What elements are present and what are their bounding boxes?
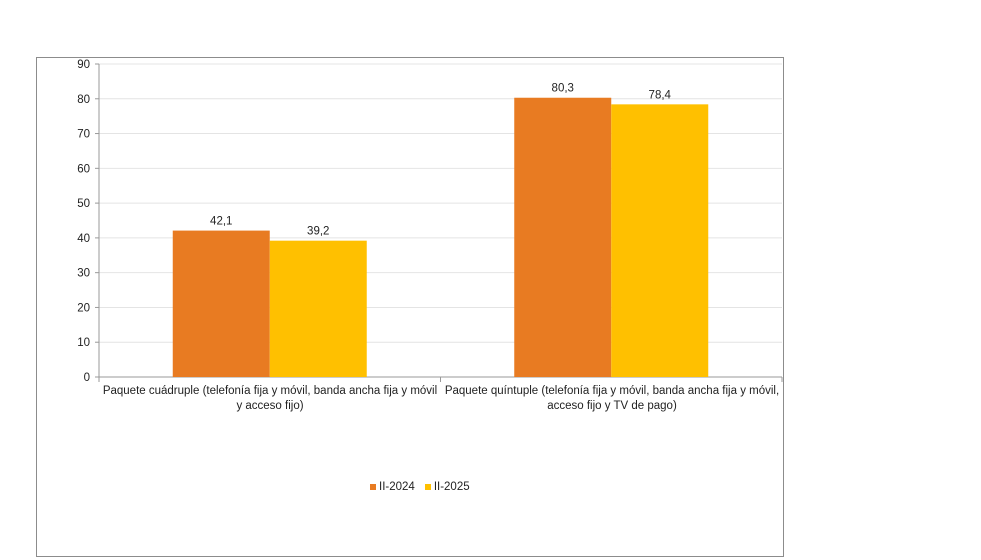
y-tick-label: 70 (77, 129, 90, 141)
data-label: 78,4 (649, 89, 672, 101)
category-label-1: Paquete quíntuple (telefonía fija y móvi… (444, 385, 780, 412)
legend-item-0: II-2024 (370, 481, 415, 493)
legend: II-2024 II-2025 (370, 481, 470, 493)
data-label: 39,2 (307, 226, 329, 238)
y-tick-label: 10 (77, 337, 90, 349)
category-label-0: Paquete cuádruple (telefonía fija y móvi… (102, 385, 438, 412)
legend-swatch-1 (424, 484, 431, 490)
y-tick-label: 80 (77, 94, 90, 106)
y-tick-label: 60 (77, 163, 90, 175)
data-label: 42,1 (210, 216, 232, 228)
legend-label-1: II-2025 (433, 481, 470, 493)
y-tick-label: 90 (77, 59, 90, 71)
data-label: 80,3 (552, 83, 574, 95)
y-tick-label: 40 (77, 233, 90, 245)
y-tick-label: 30 (77, 268, 90, 280)
bar-II-2025-1 (611, 104, 709, 377)
bar-II-2024-1 (514, 97, 612, 378)
legend-swatch-0 (370, 484, 376, 490)
y-tick-label: 0 (84, 372, 90, 384)
y-tick-label: 20 (77, 302, 90, 314)
chart-frame (36, 57, 784, 557)
bar-II-2024-0 (172, 230, 270, 377)
legend-label-0: II-2024 (379, 481, 415, 493)
bar-II-2025-0 (269, 240, 367, 377)
legend-item-1: II-2025 (424, 481, 470, 493)
y-tick-label: 50 (77, 198, 90, 210)
